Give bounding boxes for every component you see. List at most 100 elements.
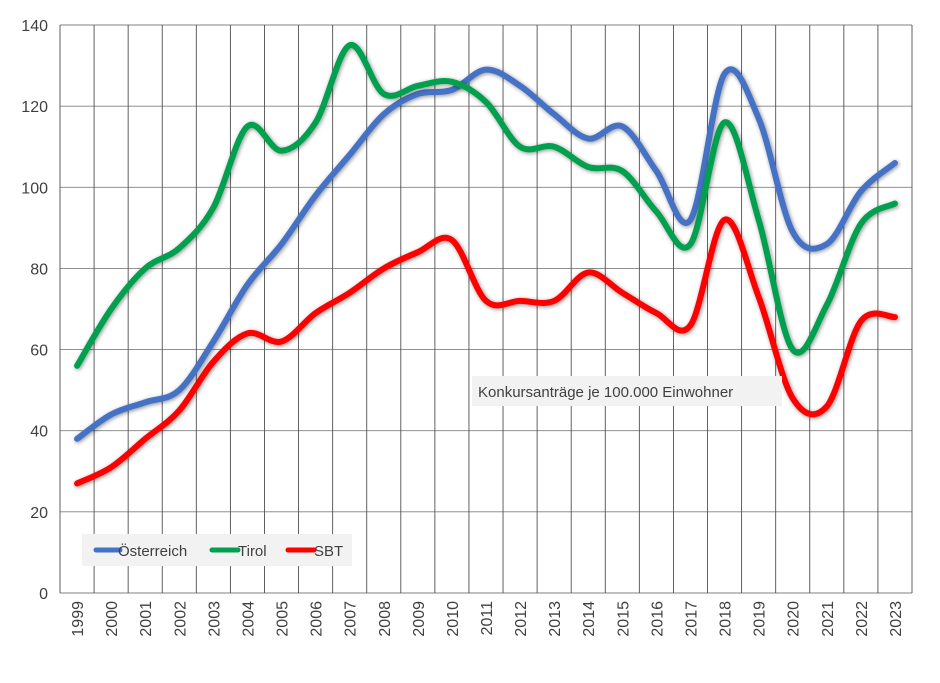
data-point-sbt [280, 340, 283, 343]
data-point-oesterreich [553, 113, 556, 116]
data-point-oesterreich [212, 340, 215, 343]
data-point-sbt [655, 312, 658, 315]
data-point-sbt [314, 312, 317, 315]
x-tick-label: 2022 [854, 601, 871, 637]
data-point-tirol [212, 206, 215, 209]
data-point-tirol [859, 222, 862, 225]
x-tick-label: 2013 [547, 601, 564, 637]
x-tick-label: 2008 [377, 601, 394, 637]
data-point-tirol [348, 44, 351, 47]
data-point-sbt [178, 409, 181, 412]
x-tick-label: 2002 [172, 601, 189, 637]
data-point-tirol [485, 101, 488, 104]
series-line-sbt [74, 216, 898, 487]
x-tick-label: 2020 [786, 601, 803, 637]
data-point-oesterreich [485, 68, 488, 71]
data-point-oesterreich [144, 401, 147, 404]
data-point-tirol [723, 121, 726, 124]
data-point-oesterreich [348, 153, 351, 156]
series-line-tirol [74, 42, 898, 369]
data-point-tirol [144, 267, 147, 270]
y-tick-label: 100 [21, 180, 48, 197]
series-lines [74, 42, 898, 487]
data-point-tirol [621, 170, 624, 173]
data-point-sbt [348, 291, 351, 294]
data-point-oesterreich [280, 243, 283, 246]
data-point-sbt [382, 267, 385, 270]
data-point-tirol [450, 80, 453, 83]
data-point-sbt [553, 299, 556, 302]
legend: Österreich Tirol SBT [82, 534, 352, 566]
data-point-oesterreich [621, 125, 624, 128]
legend-label-tirol: Tirol [238, 543, 267, 560]
x-tick-label: 2009 [411, 601, 428, 637]
data-point-sbt [723, 218, 726, 221]
y-tick-label: 60 [30, 343, 48, 360]
x-tick-label: 2021 [820, 601, 837, 637]
data-point-tirol [76, 364, 79, 367]
data-point-oesterreich [110, 413, 113, 416]
data-point-oesterreich [587, 137, 590, 140]
data-point-tirol [416, 84, 419, 87]
grid [59, 24, 913, 594]
data-point-oesterreich [757, 117, 760, 120]
data-point-sbt [212, 360, 215, 363]
data-point-oesterreich [416, 92, 419, 95]
data-point-sbt [76, 482, 79, 485]
data-point-oesterreich [791, 230, 794, 233]
x-tick-label: 2016 [649, 601, 666, 637]
data-point-sbt [110, 466, 113, 469]
x-tick-label: 2000 [104, 601, 121, 637]
data-point-sbt [621, 291, 624, 294]
data-point-sbt [689, 324, 692, 327]
data-point-oesterreich [859, 190, 862, 193]
data-point-sbt [144, 437, 147, 440]
annotation-text: Konkursanträge je 100.000 Einwohner [478, 384, 733, 401]
data-point-sbt [519, 299, 522, 302]
data-point-tirol [757, 218, 760, 221]
x-tick-label: 2005 [275, 601, 292, 637]
data-point-sbt [825, 405, 828, 408]
x-tick-label: 2007 [343, 601, 360, 637]
annotation-box: Konkursanträge je 100.000 Einwohner [472, 376, 782, 406]
data-point-oesterreich [382, 113, 385, 116]
y-tick-label: 20 [30, 505, 48, 522]
x-tick-label: 2011 [479, 601, 496, 636]
data-point-tirol [246, 125, 249, 128]
data-point-tirol [314, 121, 317, 124]
data-point-sbt [246, 332, 249, 335]
data-point-tirol [280, 149, 283, 152]
data-point-oesterreich [893, 161, 896, 164]
x-tick-label: 2018 [718, 601, 735, 637]
data-point-sbt [859, 320, 862, 323]
data-point-tirol [655, 210, 658, 213]
x-axis-ticks: 1999 2000 2001 2002 2003 2004 2005 2006 2007 2008… [70, 601, 905, 637]
data-point-oesterreich [519, 84, 522, 87]
data-point-tirol [382, 92, 385, 95]
data-point-sbt [485, 299, 488, 302]
data-point-sbt [587, 271, 590, 274]
x-tick-label: 2014 [581, 601, 598, 637]
y-tick-label: 140 [21, 18, 48, 35]
y-tick-label: 0 [39, 586, 48, 603]
data-point-sbt [757, 295, 760, 298]
legend-label-oesterreich: Österreich [118, 542, 187, 560]
data-point-oesterreich [825, 243, 828, 246]
data-point-tirol [893, 202, 896, 205]
x-tick-label: 2017 [683, 601, 700, 637]
x-tick-label: 1999 [70, 601, 87, 637]
data-point-oesterreich [450, 88, 453, 91]
data-point-tirol [519, 145, 522, 148]
data-point-tirol [178, 247, 181, 250]
x-tick-label: 2006 [309, 601, 326, 637]
x-tick-label: 2010 [445, 601, 462, 637]
y-tick-label: 40 [30, 424, 48, 441]
x-tick-label: 2001 [138, 601, 155, 637]
x-tick-label: 2019 [752, 601, 769, 637]
legend-label-sbt: SBT [314, 543, 343, 560]
data-point-tirol [689, 243, 692, 246]
x-tick-label: 2004 [240, 601, 257, 637]
data-point-tirol [110, 308, 113, 311]
data-point-oesterreich [246, 283, 249, 286]
